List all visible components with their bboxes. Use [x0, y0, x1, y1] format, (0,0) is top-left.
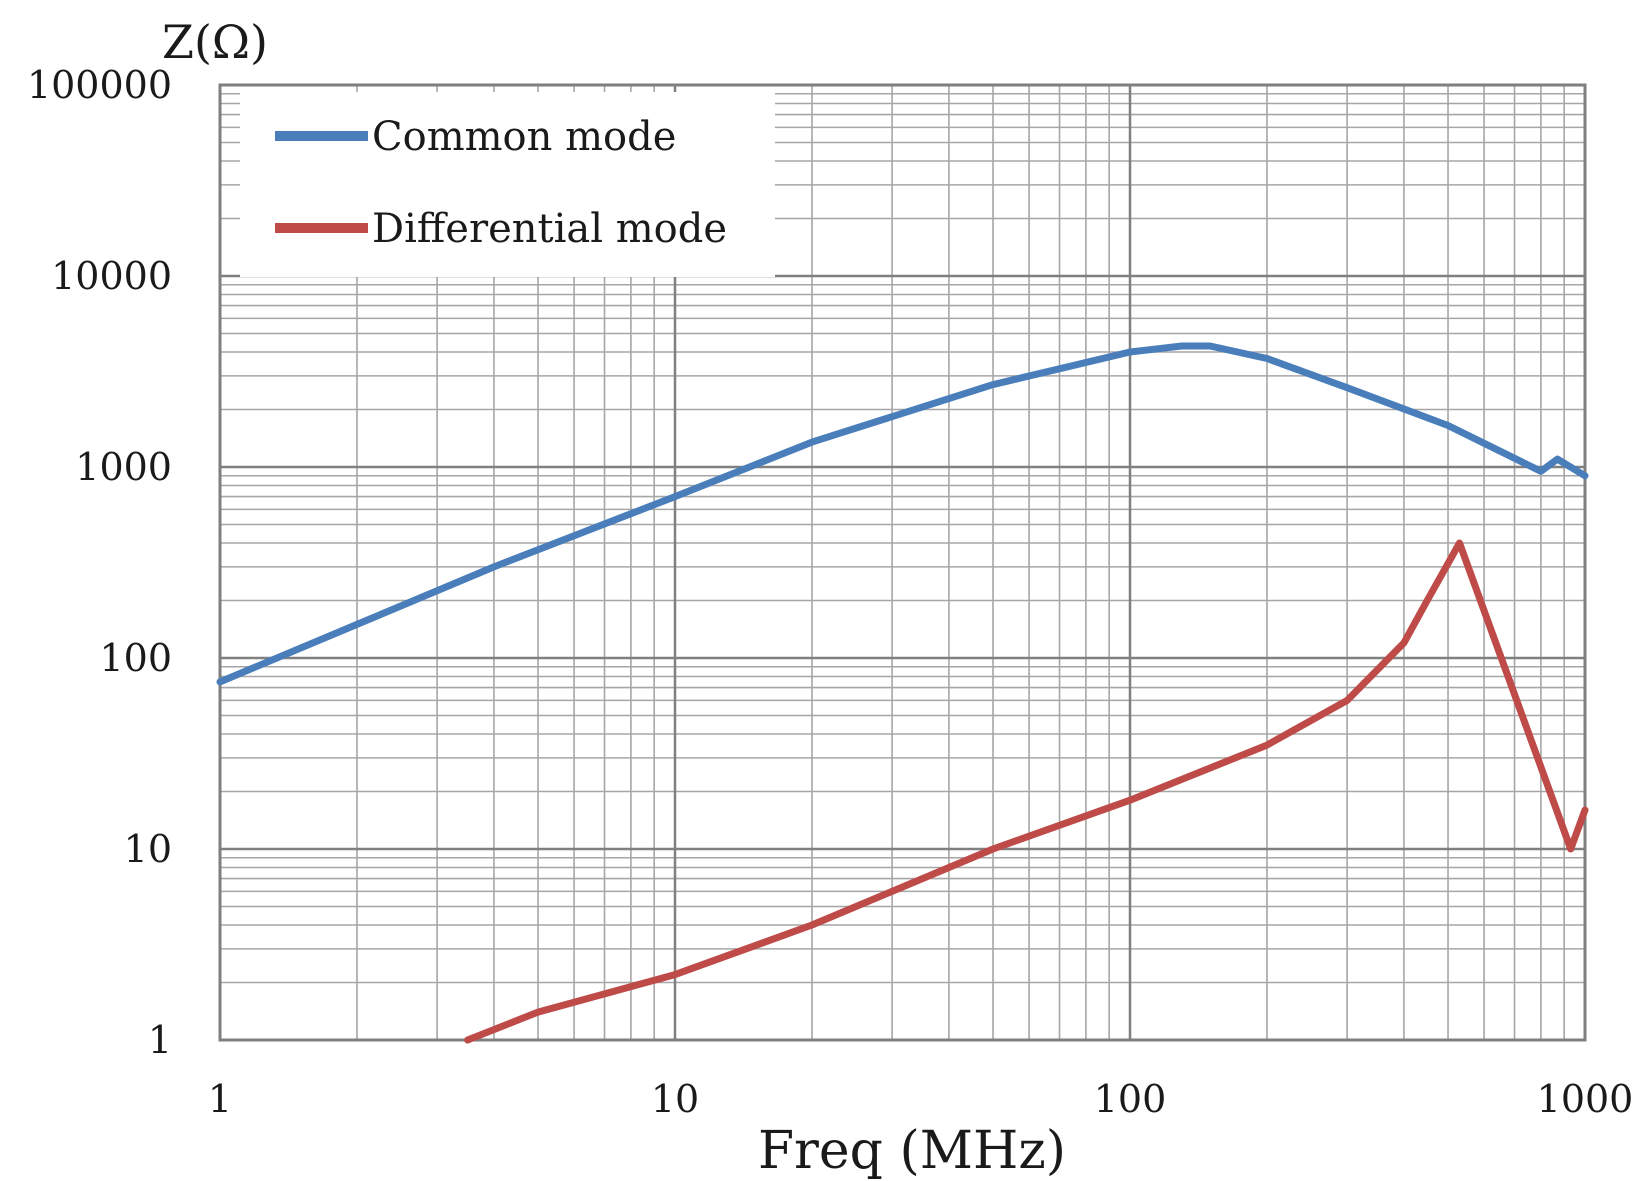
y-axis-title: Z(Ω): [162, 15, 268, 69]
x-tick-labels: 1 10 100 1000: [208, 1077, 1633, 1121]
y-tick-label: 10000: [51, 254, 172, 298]
x-tick-label: 10: [651, 1077, 699, 1121]
legend-box: [240, 92, 775, 277]
series-line-differential-mode: [464, 539, 1589, 1044]
y-tick-labels: 1 10 100 1000 10000 100000: [27, 63, 172, 1062]
y-tick-label: 100000: [27, 63, 172, 107]
legend-label-differential-mode: Differential mode: [372, 206, 727, 252]
legend: Common mode Differential mode: [240, 92, 775, 277]
y-tick-label: 1: [148, 1018, 172, 1062]
legend-label-common-mode: Common mode: [372, 114, 676, 160]
x-tick-label: 100: [1094, 1077, 1167, 1121]
x-tick-label: 1: [208, 1077, 232, 1121]
y-tick-label: 100: [99, 636, 172, 680]
series-lines: [216, 342, 1589, 1044]
series-line-common-mode: [216, 342, 1589, 686]
x-axis-title: Freq (MHz): [758, 1121, 1066, 1181]
y-tick-label: 1000: [75, 445, 172, 489]
x-tick-label: 1000: [1537, 1077, 1634, 1121]
plot-border: [218, 83, 1587, 1042]
y-tick-label: 10: [124, 827, 172, 871]
